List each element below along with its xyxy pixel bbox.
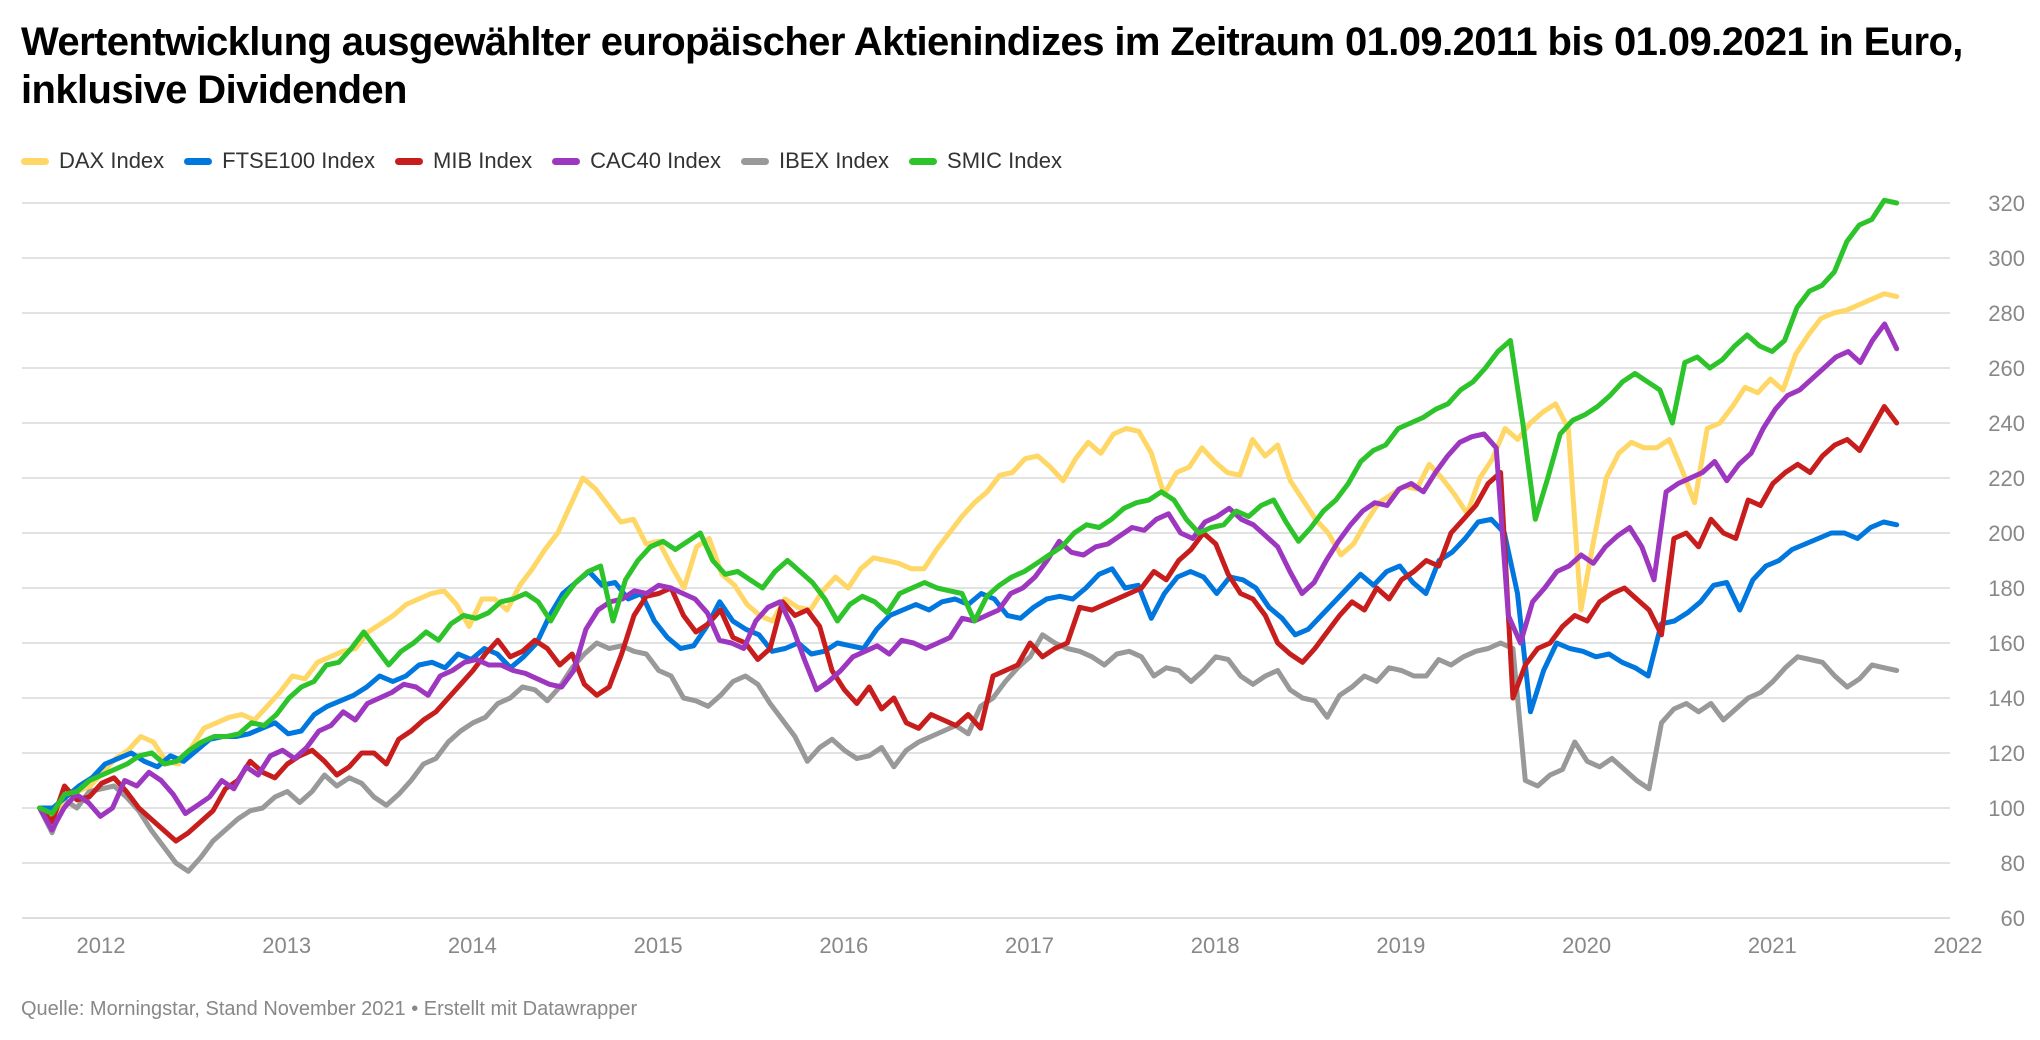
legend-swatch: [740, 157, 769, 165]
x-tick-label: 2012: [77, 933, 126, 958]
y-tick-label: 160: [1988, 631, 2025, 656]
y-tick-label: 100: [1988, 796, 2025, 821]
x-tick-label: 2016: [819, 933, 868, 958]
x-tick-label: 2018: [1191, 933, 1240, 958]
x-tick-label: 2015: [634, 933, 683, 958]
y-axis: 60 80 100 120 140 160 180 200 220 240 260 280 300 320: [1988, 191, 2025, 931]
legend-item: MIB Index: [395, 148, 532, 174]
x-tick-label: 2021: [1748, 933, 1797, 958]
legend-item: DAX Index: [21, 148, 164, 174]
gridlines: [22, 202, 1950, 919]
legend-swatch: [184, 157, 213, 165]
legend-label: FTSE100 Index: [222, 148, 376, 173]
legend-label: CAC40 Index: [590, 148, 721, 173]
legend-item: IBEX Index: [740, 148, 890, 174]
legend-label: SMIC Index: [947, 148, 1062, 173]
chart-title: Wertentwicklung ausgewählter europäische…: [21, 20, 1963, 112]
y-tick-label: 320: [1988, 191, 2025, 216]
series-line-smic-index: [37, 197, 1900, 816]
series-line-mib-index: [37, 404, 1900, 844]
x-tick-label: 2022: [1934, 933, 1983, 958]
legend-item: CAC40 Index: [552, 148, 721, 174]
legend-label: IBEX Index: [778, 148, 890, 173]
series-line-dax-index: [37, 291, 1900, 822]
legend-swatch: [552, 157, 581, 165]
series-line-ibex-index: [37, 632, 1900, 874]
y-tick-label: 300: [1988, 246, 2025, 271]
source-footer: Quelle: Morningstar, Stand November 2021…: [21, 998, 638, 1020]
x-axis: 2012 2013 2014 2015 2016 2017 2018 2019 2020 2021…: [77, 933, 1983, 958]
y-tick-label: 60: [2001, 906, 2025, 931]
legend-label: MIB Index: [433, 148, 533, 173]
y-tick-label: 200: [1988, 521, 2025, 546]
legend-item: SMIC Index: [909, 148, 1062, 174]
legend-swatch: [909, 157, 938, 165]
y-tick-label: 80: [2001, 851, 2025, 876]
x-tick-label: 2014: [448, 933, 497, 958]
x-tick-label: 2019: [1376, 933, 1425, 958]
y-tick-label: 280: [1988, 301, 2025, 326]
series-lines: [37, 197, 1900, 874]
y-tick-label: 240: [1988, 411, 2025, 436]
y-tick-label: 180: [1988, 576, 2025, 601]
legend-swatch: [21, 157, 49, 165]
y-tick-label: 260: [1988, 356, 2025, 381]
x-tick-label: 2013: [262, 933, 311, 958]
x-tick-label: 2020: [1562, 933, 1611, 958]
x-tick-label: 2017: [1005, 933, 1054, 958]
y-tick-label: 120: [1988, 741, 2025, 766]
y-tick-label: 140: [1988, 686, 2025, 711]
series-line-cac40-index: [37, 321, 1900, 833]
legend: DAX Index FTSE100 Index MIB Index CAC40 Ind…: [21, 148, 1082, 174]
legend-item: FTSE100 Index: [184, 148, 375, 174]
y-tick-label: 220: [1988, 466, 2025, 491]
legend-label: DAX Index: [59, 148, 165, 173]
legend-swatch: [395, 157, 424, 165]
